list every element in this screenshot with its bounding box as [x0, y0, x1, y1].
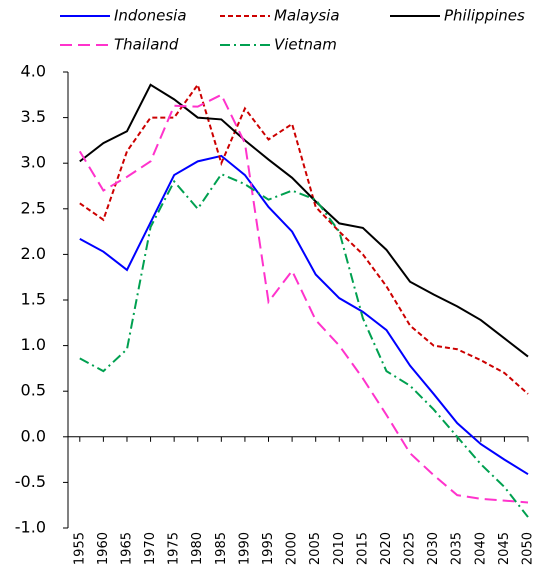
x-tick-label: 1990 — [237, 532, 252, 565]
x-tick-label: 2050 — [521, 532, 536, 565]
series-line — [78, 93, 529, 504]
x-tick-label: 1995 — [261, 532, 276, 565]
legend-label: Indonesia — [114, 7, 187, 25]
x-tick-label: 2030 — [426, 532, 441, 565]
y-tick-label: 0.0 — [21, 426, 46, 445]
y-tick-label: 1.5 — [21, 290, 46, 309]
x-tick-label: 2000 — [285, 532, 300, 565]
y-tick-label: 4.0 — [21, 62, 46, 81]
series-line — [79, 82, 529, 395]
y-tick-label: 2.0 — [21, 244, 46, 263]
y-tick-label: 3.5 — [21, 107, 46, 126]
series-line — [79, 172, 529, 518]
x-tick-label: 2005 — [308, 532, 323, 565]
x-tick-label: 1965 — [119, 532, 134, 565]
x-tick-label: 2010 — [332, 532, 347, 565]
series-line — [79, 154, 529, 476]
x-tick-label: 2025 — [403, 532, 418, 565]
y-tick-label: 2.5 — [21, 198, 46, 217]
y-tick-label: 1.0 — [21, 335, 46, 354]
legend-label: Philippines — [444, 7, 525, 25]
x-tick-label: 1955 — [72, 532, 87, 565]
series-line — [79, 83, 529, 358]
x-tick-label: 2020 — [379, 532, 394, 565]
legend-label: Malaysia — [274, 7, 340, 25]
x-tick-label: 2035 — [450, 532, 465, 565]
x-tick-label: 2040 — [473, 532, 488, 565]
legend-label: Vietnam — [274, 36, 337, 54]
x-tick-label: 1975 — [167, 532, 182, 565]
x-tick-label: 2045 — [497, 532, 512, 565]
y-tick-label: -1.0 — [15, 518, 46, 537]
x-tick-label: 2015 — [355, 532, 370, 565]
x-tick-label: 1960 — [96, 532, 111, 565]
y-tick-label: 0.5 — [21, 381, 46, 400]
y-tick-label: -0.5 — [15, 472, 46, 491]
legend-label: Thailand — [114, 36, 179, 54]
x-tick-label: 1980 — [190, 532, 205, 565]
x-tick-label: 1985 — [214, 532, 229, 565]
y-tick-label: 3.0 — [21, 153, 46, 172]
x-tick-label: 1970 — [143, 532, 158, 565]
